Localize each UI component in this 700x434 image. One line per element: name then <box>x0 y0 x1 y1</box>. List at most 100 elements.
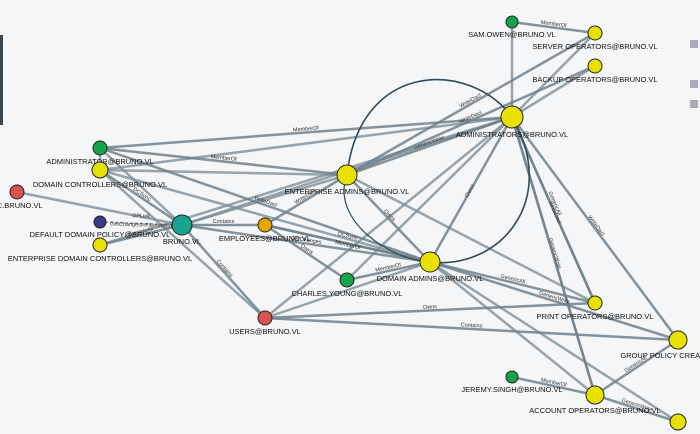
edge-label: GetChangesInFilteredSet <box>110 221 173 229</box>
node[interactable] <box>587 295 603 311</box>
edge <box>429 260 679 424</box>
edge-label: MemberOf <box>210 154 237 163</box>
edge <box>181 173 348 227</box>
edge <box>181 224 266 319</box>
node-label: ACCOUNT OPERATORS@BRUNO.VL <box>529 406 660 415</box>
edge <box>346 173 596 305</box>
node-label: USERS@BRUNO.VL <box>229 327 301 336</box>
edge <box>264 301 596 320</box>
node-label: DC.BRUNO.VL <box>0 201 43 210</box>
node-label: SERVER OPERATORS@BRUNO.VL <box>532 42 657 51</box>
node-label: DOMAIN CONTROLLERS@BRUNO.VL <box>33 180 167 189</box>
edge <box>346 174 431 263</box>
node[interactable] <box>669 413 687 431</box>
curved-edge <box>429 116 531 264</box>
edge <box>264 260 431 320</box>
node-label: BRUNO.VL <box>163 237 201 246</box>
tool-icon[interactable] <box>690 40 698 48</box>
edge-label: Contains <box>213 219 235 225</box>
edge <box>429 260 596 305</box>
node-label: ADMINISTRATORS@BRUNO.VL <box>456 130 568 139</box>
edge <box>511 64 596 119</box>
node-label: GROUP POLICY CREATOR OWN <box>620 351 700 360</box>
edge-label: MemberOf <box>334 240 361 252</box>
edge <box>99 168 431 264</box>
edge <box>264 223 348 282</box>
node[interactable] <box>9 184 25 200</box>
tool-icon[interactable] <box>690 100 698 108</box>
edge <box>346 64 596 177</box>
edge <box>99 169 266 319</box>
edge <box>346 31 596 177</box>
node-label: ENTERPRISE ADMINS@BRUNO.VL <box>285 187 410 196</box>
node[interactable] <box>585 385 605 405</box>
edge-label: DCSync <box>337 231 358 241</box>
edge <box>429 260 679 342</box>
edge-label: GetChanges <box>290 235 322 246</box>
node-label: CHARLES.YOUNG@BRUNO.VL <box>292 289 403 298</box>
edge <box>99 221 183 226</box>
node-label: SAM.OWEN@BRUNO.VL <box>468 30 556 39</box>
node-label: ENTERPRISE DOMAIN CONTROLLERS@BRUNO.VL <box>8 254 192 263</box>
node-label: PRINT OPERATORS@BRUNO.VL <box>537 312 654 321</box>
node-label: BACKUP OPERATORS@BRUNO.VL <box>532 75 657 84</box>
node[interactable] <box>505 15 519 29</box>
nodes: SAM.OWEN@BRUNO.VL SERVER OPERATORS@BRUNO.… <box>0 15 700 434</box>
edge <box>346 115 513 177</box>
edge <box>429 261 596 396</box>
node[interactable] <box>92 237 108 253</box>
edge-label: MemberOf <box>540 377 567 388</box>
node[interactable] <box>419 251 441 273</box>
edge <box>99 147 183 226</box>
edge <box>346 260 431 282</box>
edge-label: Owns <box>423 304 438 311</box>
node[interactable] <box>587 25 603 41</box>
edge-label: Contains <box>461 322 483 329</box>
edge <box>264 316 679 342</box>
curved-edge <box>343 174 431 263</box>
edge <box>264 173 348 227</box>
node[interactable] <box>336 164 358 186</box>
edge <box>510 116 597 396</box>
edge <box>99 115 513 172</box>
node[interactable] <box>339 272 355 288</box>
edge <box>181 223 431 264</box>
edge <box>99 168 348 177</box>
node[interactable] <box>92 140 108 156</box>
node-label: EMPLOYEES@BRUNO.VL <box>219 234 311 243</box>
tool-icon[interactable] <box>690 80 698 88</box>
edge <box>511 32 596 118</box>
edge <box>594 338 679 397</box>
node[interactable] <box>587 58 603 74</box>
node-label: DOMAIN ADMINS@BRUNO.VL <box>377 274 484 283</box>
node-label: DEFAULT DOMAIN POLICY@BRUNO.VL <box>30 230 171 239</box>
node[interactable] <box>505 370 519 384</box>
node[interactable] <box>171 214 193 236</box>
edge <box>99 168 183 227</box>
node[interactable] <box>91 161 109 179</box>
sidebar-edge <box>0 35 3 125</box>
edge-label: GenericAll <box>128 226 154 238</box>
node-label: JEREMY.SINGH@BRUNO.VL <box>461 385 562 394</box>
edge <box>99 223 183 247</box>
edge <box>99 146 348 177</box>
node[interactable] <box>93 215 107 229</box>
toolbar <box>690 40 698 108</box>
edge <box>511 20 596 35</box>
edge-label: MemberOf <box>375 262 402 273</box>
edge <box>594 393 679 424</box>
node[interactable] <box>257 217 273 233</box>
edges: MemberOfMemberOfMemberOfWriteDaclGeneric… <box>16 20 680 424</box>
edge-label: GPLink <box>132 213 150 220</box>
edge <box>511 375 596 397</box>
node[interactable] <box>668 330 688 350</box>
edge-label: GenericAll <box>500 274 526 286</box>
node[interactable] <box>257 310 273 326</box>
edge <box>99 115 513 150</box>
node[interactable] <box>500 105 524 129</box>
edge <box>99 115 513 247</box>
edge <box>99 146 431 264</box>
curved-edge <box>346 78 513 176</box>
node-label: ENTERPRISE READ-ONLY DOMAIN C <box>612 432 700 434</box>
